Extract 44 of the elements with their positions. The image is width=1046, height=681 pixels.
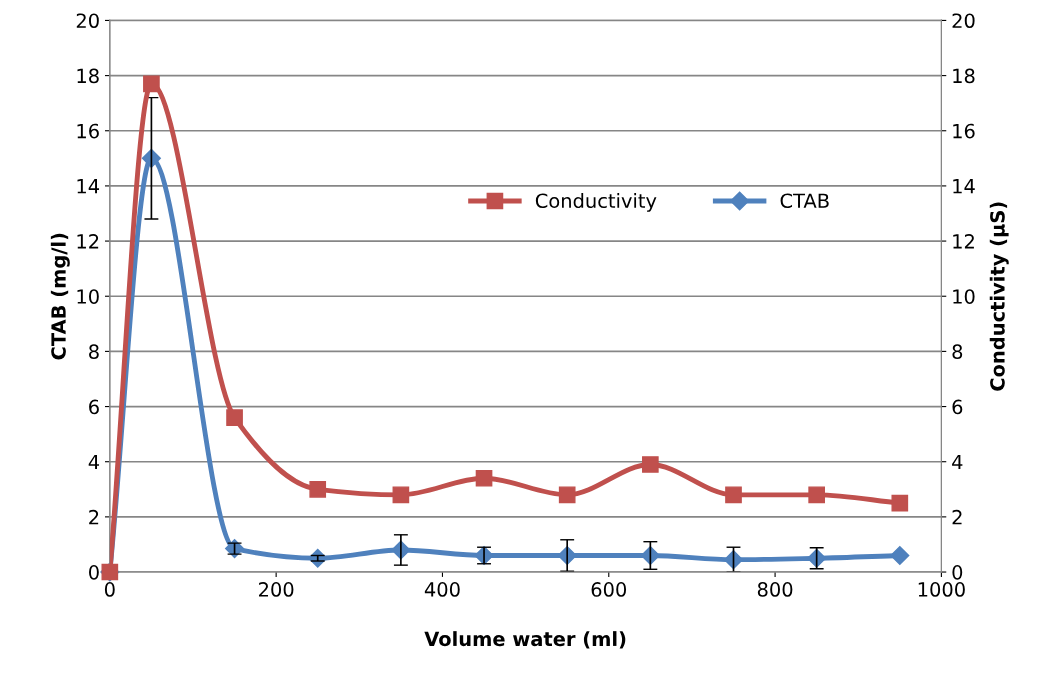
y-tick-label: 18 (77, 68, 99, 84)
x-tick-label: 200 (259, 582, 294, 597)
y2-tick-label: 0 (952, 565, 963, 580)
y2-tick-label: 4 (952, 454, 963, 470)
y-tick-label: 20 (76, 13, 99, 29)
y-tick-label: 16 (77, 123, 99, 139)
point (392, 486, 410, 504)
legend-label: CTAB (780, 193, 829, 209)
x-axis-title: Volume water (ml) (424, 631, 626, 649)
point (226, 409, 243, 426)
y2-tick-label: 14 (953, 179, 975, 194)
point (890, 545, 910, 566)
point (309, 480, 327, 498)
y-tick-label: 0 (89, 565, 99, 580)
y-tick-label: 6 (89, 399, 99, 415)
point (642, 456, 659, 473)
point (143, 75, 160, 93)
y-tick-label: 10 (77, 289, 99, 304)
x-tick-label: 600 (591, 582, 627, 597)
legend-label: Conductivity (535, 193, 657, 212)
y2-tick-label: 12 (953, 234, 974, 249)
y2-tick-label: 16 (953, 123, 975, 139)
point (558, 486, 576, 504)
y-tick-label: 8 (89, 344, 99, 360)
y2-axis-title: Conductivity (µS) (989, 202, 1009, 391)
x-tick-label: 400 (424, 582, 460, 597)
y-tick-label: 12 (77, 234, 99, 249)
y2-tick-label: 6 (952, 399, 963, 415)
y2-tick-label: 20 (952, 13, 975, 29)
y-tick-label: 14 (77, 179, 100, 194)
point (475, 469, 493, 487)
x-tick-label: 1000 (918, 582, 965, 597)
x-tick-label: 800 (757, 582, 793, 597)
y2-tick-label: 8 (952, 344, 963, 360)
y2-tick-label: 2 (952, 509, 962, 525)
y2-tick-label: 10 (953, 289, 975, 304)
y-axis-title: CTAB (mg/l) (50, 233, 70, 360)
y-tick-label: 4 (88, 454, 100, 470)
x-tick-label: 0 (104, 582, 115, 597)
point (808, 486, 825, 504)
y-tick-label: 2 (89, 509, 99, 525)
y2-tick-label: 18 (953, 68, 975, 84)
point (891, 494, 909, 512)
point (725, 486, 742, 504)
